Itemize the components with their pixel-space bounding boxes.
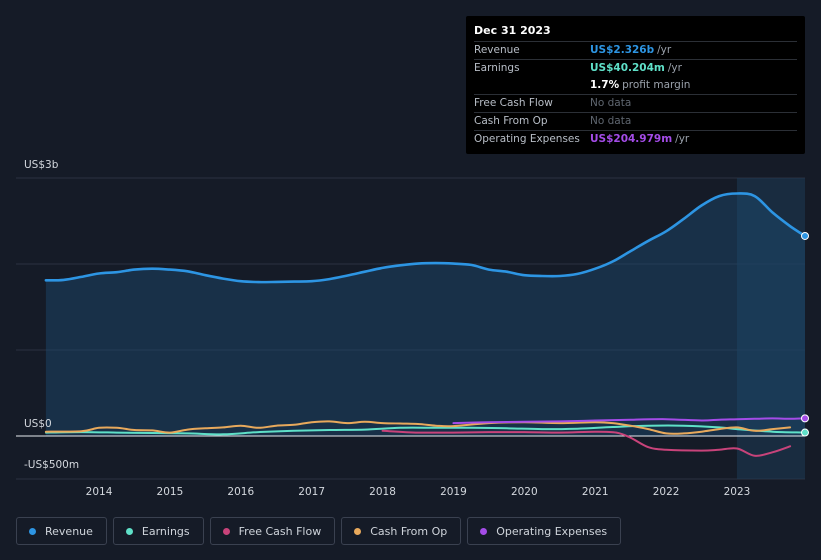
tooltip-row-fcf: Free Cash Flow No data [474, 94, 797, 112]
tooltip-row-margin: 1.7% profit margin [474, 77, 797, 94]
series-line-operating-expenses [452, 417, 806, 425]
tooltip-unit: /yr [667, 62, 682, 74]
tooltip-value-cfo: No data [590, 115, 632, 127]
legend-label: Cash From Op [370, 524, 448, 538]
series-line-cash-from-op [44, 420, 792, 435]
endpoint-earnings [801, 428, 809, 437]
legend-label: Earnings [141, 524, 190, 538]
tooltip-value-opex: US$204.979m [590, 133, 673, 145]
legend-item-revenue[interactable]: Revenue [16, 517, 107, 545]
legend-item-cash-from-op[interactable]: Cash From Op [341, 517, 462, 545]
x-tick-label: 2022 [653, 486, 680, 498]
y-tick-label: US$0 [24, 418, 52, 430]
x-axis-labels: 2014 2015 2016 2017 2018 2019 2020 2021 2022 2023 [86, 486, 751, 498]
endpoint-operating-expenses [801, 414, 809, 423]
legend-label: Revenue [45, 524, 93, 538]
tooltip-value-margin: 1.7% [590, 79, 620, 91]
y-tick-label: -US$500m [24, 459, 79, 471]
tooltip-label: Operating Expenses [474, 133, 580, 145]
tooltip-row-earnings: Earnings US$40.204m /yr [474, 59, 797, 77]
y-tick-label: US$3b [24, 159, 59, 171]
legend-dot-icon [222, 527, 230, 535]
tooltip-unit: /yr [657, 44, 672, 56]
legend-dot-icon [29, 527, 36, 535]
legend-dot-icon [354, 527, 362, 535]
tooltip-unit: profit margin [622, 79, 691, 91]
tooltip-value-revenue: US$2.326b [590, 44, 655, 56]
series-areas [45, 193, 805, 436]
legend-item-earnings[interactable]: Earnings [112, 517, 204, 545]
series-lines [44, 192, 807, 457]
series-line-earnings [44, 424, 806, 436]
x-tick-label: 2023 [724, 486, 751, 498]
x-tick-label: 2020 [511, 486, 538, 498]
tooltip-row-cfo: Cash From Op No data [474, 112, 797, 130]
y-axis-labels: US$3b US$0 -US$500m [24, 159, 79, 471]
tooltip-date: Dec 31 2023 [474, 24, 551, 37]
x-tick-label: 2017 [298, 486, 325, 498]
x-tick-label: 2019 [440, 486, 467, 498]
gridlines [16, 177, 805, 480]
legend-label: Operating Expenses [496, 524, 608, 538]
tooltip-row-opex: Operating Expenses US$204.979m /yr [474, 130, 797, 148]
area-revenue [45, 193, 805, 436]
legend-item-operating-expenses[interactable]: Operating Expenses [467, 517, 622, 545]
x-tick-label: 2015 [157, 486, 184, 498]
series-endpoints [801, 231, 809, 437]
legend-dot-icon [125, 527, 133, 535]
tooltip: Dec 31 2023 Revenue US$2.326b /yr Earnin… [466, 16, 805, 154]
tooltip-unit: /yr [675, 133, 690, 145]
legend-dot-icon [480, 527, 488, 535]
tooltip-label: Cash From Op [474, 115, 548, 127]
endpoint-revenue [801, 231, 809, 240]
tooltip-row-revenue: Revenue US$2.326b /yr [474, 41, 797, 59]
legend-item-free-cash-flow[interactable]: Free Cash Flow [209, 517, 336, 545]
series-line-revenue [44, 192, 807, 284]
tooltip-label: Revenue [474, 44, 520, 56]
series-line-free-cash-flow [381, 429, 792, 457]
tooltip-label-spacer [474, 77, 590, 94]
tooltip-value-fcf: No data [590, 97, 632, 109]
legend: Revenue Earnings Free Cash Flow Cash Fro… [16, 517, 627, 545]
tooltip-label: Earnings [474, 62, 520, 74]
legend-label: Free Cash Flow [238, 524, 322, 538]
tooltip-label: Free Cash Flow [474, 97, 553, 109]
tooltip-value-earnings: US$40.204m [590, 62, 665, 74]
x-tick-label: 2014 [86, 486, 113, 498]
x-tick-label: 2018 [369, 486, 396, 498]
x-tick-label: 2021 [582, 486, 609, 498]
x-tick-label: 2016 [227, 486, 254, 498]
